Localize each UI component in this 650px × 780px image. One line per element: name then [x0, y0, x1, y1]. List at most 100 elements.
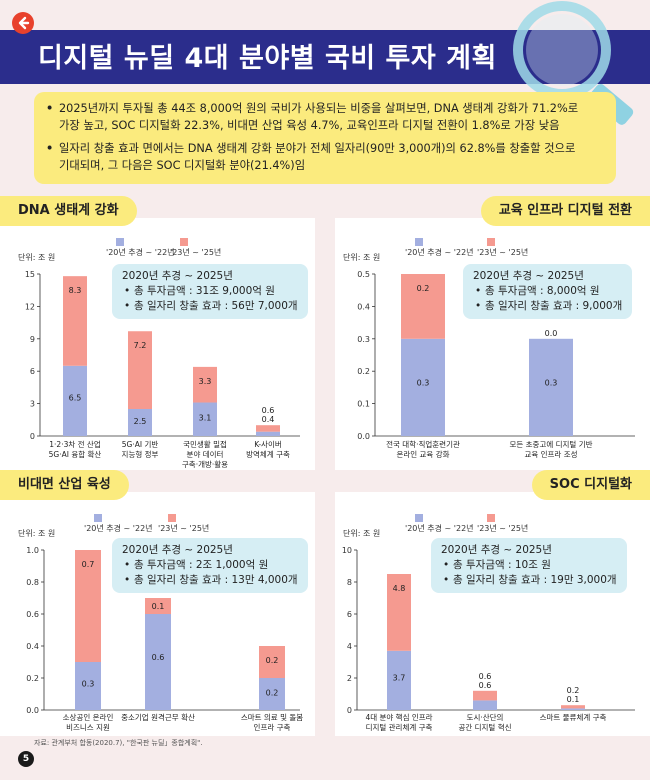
info-title: 2020년 추경 ~ 2025년 — [122, 544, 233, 556]
panel-title: 비대면 산업 육성 — [0, 470, 129, 500]
category-label: 전국 대학·직업훈련기관 — [386, 439, 460, 449]
data-label-series-2: 0.6 — [262, 406, 275, 415]
y-tick-label: 0.3 — [357, 335, 370, 344]
legend-swatch — [487, 238, 495, 246]
info-line: 총 투자금액 : 2조 1,000억 원 — [122, 558, 298, 573]
category-label: 구축·개방·활용 — [182, 459, 228, 469]
y-tick-label: 9 — [30, 335, 35, 344]
y-tick-label: 10 — [342, 546, 352, 555]
data-label-series-1: 2.5 — [134, 417, 147, 426]
y-tick-label: 0.0 — [357, 432, 370, 441]
info-title: 2020년 추경 ~ 2025년 — [473, 270, 584, 282]
legend-series-2: '23년 ~ '25년 — [168, 238, 221, 258]
summary-box: 2025년까지 투자될 총 44조 8,000억 원의 국비가 사용되는 비중을… — [34, 92, 616, 184]
info-line: 총 일자리 창출 효과 : 56만 7,000개 — [122, 299, 298, 314]
data-label-series-2: 0.2 — [567, 686, 580, 695]
legend-label: '23년 ~ '25년 — [477, 248, 529, 257]
bar-series-1 — [259, 678, 285, 710]
bar-series-1 — [145, 614, 171, 710]
y-tick-label: 6 — [347, 610, 352, 619]
data-label-series-1: 0.3 — [545, 379, 558, 388]
data-label-series-2: 0.2 — [266, 656, 279, 665]
legend-series-1: '20년 추경 ~ '22년 — [82, 514, 153, 534]
y-tick-label: 12 — [25, 302, 35, 311]
y-tick-label: 0.1 — [357, 400, 370, 409]
data-label-series-2: 3.3 — [199, 377, 212, 386]
legend-swatch — [487, 514, 495, 522]
bar-series-2 — [561, 705, 585, 709]
category-label: 분야 데이터 — [187, 449, 224, 459]
legend-label: '23년 ~ '25년 — [158, 524, 210, 533]
bar-series-1 — [401, 338, 445, 436]
bar-series-1 — [128, 409, 152, 436]
legend-swatch — [168, 514, 176, 522]
bar-series-1 — [75, 662, 101, 710]
category-label: 스마트 물류체계 구축 — [540, 712, 607, 722]
y-tick-label: 0 — [347, 706, 352, 715]
y-tick-label: 0.2 — [357, 367, 370, 376]
panel-background — [335, 218, 650, 470]
bar-series-2 — [145, 598, 171, 614]
data-label-series-2: 0.6 — [479, 672, 492, 681]
panel-soc: SOC 디지털화 단위: 조 원 '20년 추경 ~ '22년 '23년 ~ '… — [335, 470, 650, 736]
bar-series-2 — [256, 425, 280, 432]
y-tick-label: 15 — [25, 270, 35, 279]
source-note: 자료: 관계부처 합동(2020.7), "한국판 뉴딜」종합계획". — [34, 739, 203, 747]
legend-label: '23년 ~ '25년 — [477, 524, 529, 533]
legend-label: '20년 추경 ~ '22년 — [405, 248, 474, 257]
category-label: 소상공인 온라인 — [63, 712, 114, 722]
y-tick-label: 0.4 — [357, 302, 370, 311]
data-label-series-2: 7.2 — [134, 341, 147, 350]
bar-series-2 — [75, 550, 101, 662]
category-label: K-사이버 — [254, 439, 282, 449]
panel-title: DNA 생태계 강화 — [0, 196, 137, 226]
y-tick-label: 4 — [347, 642, 352, 651]
legend-series-2: '23년 ~ '25년 — [156, 514, 209, 534]
category-label: 지능형 정부 — [122, 449, 159, 459]
legend-series-2: '23년 ~ '25년 — [475, 514, 528, 534]
summary-item: 2025년까지 투자될 총 44조 8,000억 원의 국비가 사용되는 비중을… — [46, 100, 586, 134]
bar-series-1 — [473, 700, 497, 710]
data-label-series-1: 0.4 — [262, 415, 275, 424]
bar-series-2 — [193, 366, 217, 403]
category-label: 4대 분야 핵심 인프라 — [365, 712, 432, 722]
info-line: 총 투자금액 : 10조 원 — [441, 558, 617, 573]
back-arrow-icon[interactable] — [12, 12, 34, 34]
panel-education: 교육 인프라 디지털 전환 단위: 조 원 '20년 추경 ~ '22년 '23… — [335, 196, 650, 470]
bar-series-2 — [387, 574, 411, 651]
data-label-series-2: 4.8 — [393, 584, 406, 593]
category-label: 비즈니스 지원 — [66, 723, 110, 732]
legend-series-1: '20년 추경 ~ '22년 — [403, 514, 474, 534]
unit-label: 단위: 조 원 — [343, 253, 381, 262]
bar-series-2 — [63, 276, 87, 366]
unit-label: 단위: 조 원 — [343, 529, 381, 538]
info-line: 총 일자리 창출 효과 : 13만 4,000개 — [122, 573, 298, 588]
data-label-series-1: 3.7 — [393, 673, 406, 682]
data-label-series-1: 0.6 — [152, 653, 165, 662]
category-label: 온라인 교육 강화 — [396, 449, 449, 459]
data-label-series-1: 0.1 — [567, 695, 580, 704]
y-tick-label: 0.5 — [357, 270, 370, 279]
y-tick-label: 3 — [30, 400, 35, 409]
y-tick-label: 0 — [30, 432, 35, 441]
chart-education: 0.0 0.1 0.2 0.3 0.4 0.5 0.3 0.2 전국 대학·직업훈련기관온라인 … — [357, 270, 635, 459]
category-label: 스마트 의료 및 돌봄 — [241, 712, 303, 722]
data-label-series-1: 0.3 — [417, 379, 430, 388]
bar-series-1 — [387, 650, 411, 710]
legend-series-1: '20년 추경 ~ '22년 — [104, 238, 175, 258]
data-label-series-2: 8.3 — [69, 286, 82, 295]
page-title: 디지털 뉴딜 4대 분야별 국비 투자 계획 — [38, 43, 497, 74]
bar-series-2 — [473, 690, 497, 701]
panel-title: SOC 디지털화 — [531, 470, 650, 500]
y-tick-label: 0.2 — [26, 674, 39, 683]
category-label: 방역체계 구축 — [246, 449, 290, 459]
category-label: 공간 디지털 혁신 — [458, 722, 511, 732]
bar-series-1 — [193, 402, 217, 436]
y-tick-label: 0.8 — [26, 578, 39, 587]
panel-dna: DNA 생태계 강화 단위: 조 원 '20년 추경 ~ '22년 '23년 ~… — [0, 196, 315, 470]
bar-series-2 — [128, 331, 152, 409]
category-label: 5G·AI 기반 — [122, 440, 159, 449]
category-label: 5G·AI 융합 확산 — [49, 449, 102, 459]
info-line: 총 투자금액 : 8,000억 원 — [473, 284, 622, 299]
